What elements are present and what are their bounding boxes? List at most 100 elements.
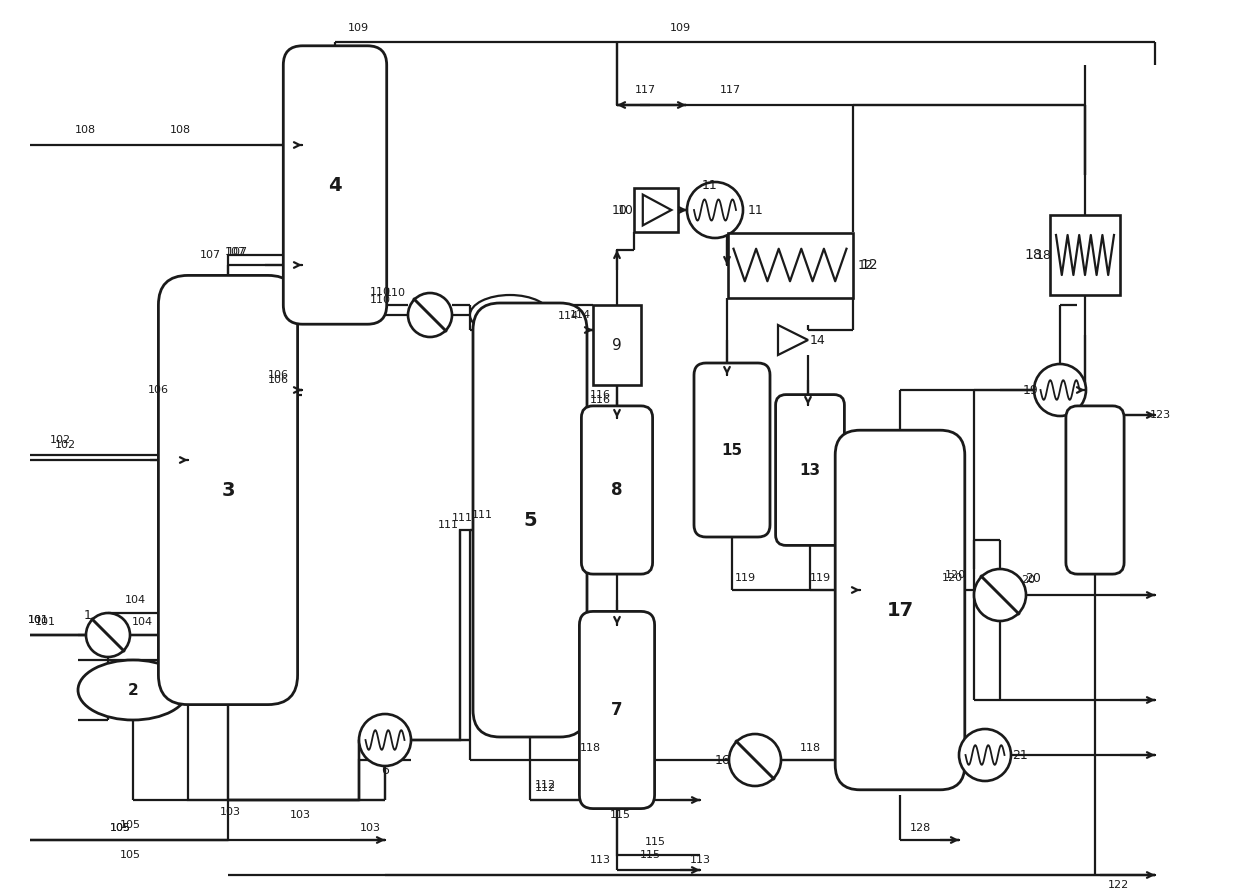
Text: 113: 113 xyxy=(590,855,611,865)
Text: 11: 11 xyxy=(703,178,717,192)
Text: 114: 114 xyxy=(570,310,591,320)
Text: 2: 2 xyxy=(128,683,139,697)
Circle shape xyxy=(686,182,743,238)
FancyBboxPatch shape xyxy=(835,430,965,789)
Text: 103: 103 xyxy=(219,807,240,817)
Text: 110: 110 xyxy=(384,288,405,298)
Text: 3: 3 xyxy=(222,480,234,499)
FancyBboxPatch shape xyxy=(581,406,653,574)
Text: 116: 116 xyxy=(590,390,611,400)
Text: 11: 11 xyxy=(748,203,763,217)
Ellipse shape xyxy=(470,295,550,335)
Bar xyxy=(593,305,641,385)
Text: 106: 106 xyxy=(147,385,169,395)
Text: 17: 17 xyxy=(886,600,913,619)
Text: 104: 104 xyxy=(131,617,152,627)
Circle shape xyxy=(974,569,1026,621)
Text: 101: 101 xyxy=(27,615,48,625)
Text: 111: 111 xyxy=(437,520,458,530)
Circle shape xyxy=(959,729,1011,781)
Text: 9: 9 xyxy=(612,338,622,352)
Circle shape xyxy=(359,714,411,766)
Bar xyxy=(634,188,678,232)
Text: 101: 101 xyxy=(27,615,48,625)
FancyBboxPatch shape xyxy=(284,46,387,324)
Text: 18: 18 xyxy=(1036,248,1052,262)
Text: 107: 107 xyxy=(199,250,221,260)
Text: 119: 119 xyxy=(735,573,756,583)
Text: 115: 115 xyxy=(644,837,665,847)
Circle shape xyxy=(85,613,130,657)
Polygon shape xyxy=(643,194,672,226)
Text: 117: 117 xyxy=(634,85,655,95)
Text: 21: 21 xyxy=(1012,748,1027,762)
Text: 20: 20 xyxy=(1021,575,1035,585)
Text: 13: 13 xyxy=(799,462,820,478)
Text: 107: 107 xyxy=(227,247,248,257)
Text: 8: 8 xyxy=(611,481,623,499)
Text: 111: 111 xyxy=(472,510,492,520)
Circle shape xyxy=(408,293,452,337)
Text: 109: 109 xyxy=(669,23,690,33)
Text: 1: 1 xyxy=(84,608,92,622)
Text: 102: 102 xyxy=(50,435,71,445)
Text: 123: 123 xyxy=(1150,410,1171,420)
Text: 106: 106 xyxy=(268,375,289,385)
Text: 10: 10 xyxy=(612,203,628,217)
Text: 111: 111 xyxy=(451,513,472,523)
Text: 5: 5 xyxy=(523,511,536,530)
Text: 112: 112 xyxy=(534,780,555,790)
Circle shape xyxy=(1035,364,1087,416)
Bar xyxy=(727,232,852,297)
Text: 128: 128 xyxy=(909,823,930,833)
Text: 118: 118 xyxy=(580,743,601,753)
Text: 103: 103 xyxy=(290,810,311,820)
FancyBboxPatch shape xyxy=(159,275,297,704)
Text: 14: 14 xyxy=(810,333,825,347)
Text: 102: 102 xyxy=(55,440,76,450)
Text: 10: 10 xyxy=(618,203,634,217)
Text: 15: 15 xyxy=(721,443,742,458)
Text: 122: 122 xyxy=(1108,880,1129,890)
Text: 115: 115 xyxy=(610,810,631,820)
Text: 105: 105 xyxy=(119,850,140,860)
Text: 106: 106 xyxy=(268,370,289,380)
Text: 12: 12 xyxy=(857,259,873,271)
FancyBboxPatch shape xyxy=(776,394,845,546)
Text: 118: 118 xyxy=(799,743,820,753)
Text: 120: 120 xyxy=(944,570,965,580)
Text: 110: 110 xyxy=(369,287,390,297)
FancyBboxPatch shape xyxy=(473,303,587,737)
Text: 116: 116 xyxy=(590,395,611,405)
Text: 108: 108 xyxy=(74,125,95,135)
Text: 107: 107 xyxy=(224,247,245,257)
Text: 109: 109 xyxy=(347,23,368,33)
Text: 16: 16 xyxy=(714,754,730,766)
Circle shape xyxy=(729,734,781,786)
Text: 114: 114 xyxy=(558,311,579,321)
Bar xyxy=(1049,215,1120,295)
Text: 104: 104 xyxy=(124,595,145,605)
FancyBboxPatch shape xyxy=(580,611,654,808)
Text: 115: 115 xyxy=(639,850,660,860)
Text: 120: 120 xyxy=(942,573,963,583)
Text: 117: 117 xyxy=(720,85,741,95)
Text: 19: 19 xyxy=(1022,383,1038,397)
Text: 110: 110 xyxy=(369,295,390,305)
Text: 18: 18 xyxy=(1025,248,1042,262)
Text: 12: 12 xyxy=(861,258,878,272)
Text: 20: 20 xyxy=(1025,572,1041,584)
Text: 6: 6 xyxy=(382,763,389,777)
Text: 112: 112 xyxy=(534,783,555,793)
Text: 4: 4 xyxy=(328,176,342,194)
Text: 105: 105 xyxy=(119,820,140,830)
FancyBboxPatch shape xyxy=(694,363,769,537)
Text: 105: 105 xyxy=(109,823,130,833)
Text: 119: 119 xyxy=(809,573,830,583)
Text: 101: 101 xyxy=(35,617,56,627)
Text: 7: 7 xyxy=(611,701,623,719)
Text: 105: 105 xyxy=(109,823,130,833)
Ellipse shape xyxy=(78,660,188,720)
Text: 103: 103 xyxy=(359,823,380,833)
FancyBboxPatch shape xyxy=(1066,406,1124,574)
